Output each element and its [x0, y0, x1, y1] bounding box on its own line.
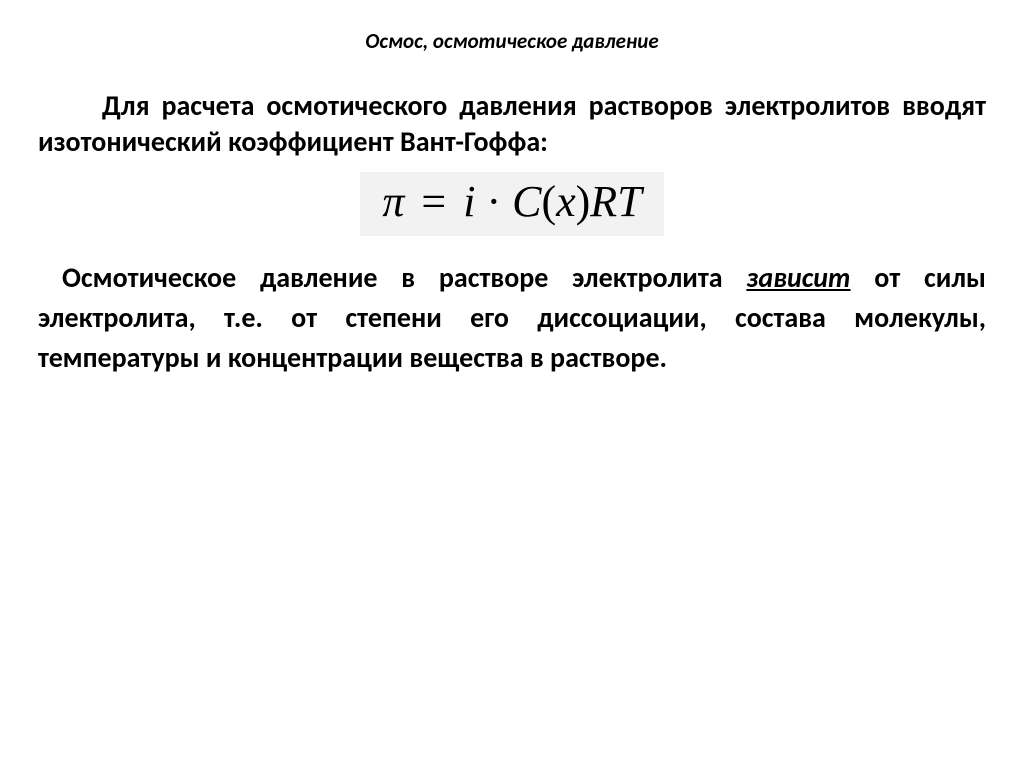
symbol-lparen: (	[541, 177, 556, 226]
formula-container: π = i · C(x)RT	[38, 172, 986, 236]
symbol-rparen: )	[576, 177, 591, 226]
symbol-R: R	[590, 177, 617, 226]
symbol-T: T	[617, 177, 641, 226]
symbol-pi: π	[382, 177, 404, 226]
symbol-C: C	[512, 177, 541, 226]
osmotic-pressure-formula: π = i · C(x)RT	[360, 172, 663, 236]
symbol-dot: ·	[486, 177, 501, 226]
para2-part-a: Осмотическое давление в растворе электро…	[62, 260, 746, 295]
slide-page: Осмос, осмотическое давление Для расчета…	[0, 0, 1024, 768]
intro-paragraph: Для расчета осмотического давления раств…	[38, 88, 986, 160]
symbol-i: i	[463, 177, 475, 226]
para2-depends-word: зависит	[746, 260, 850, 295]
symbol-equals: =	[415, 177, 452, 226]
symbol-x: x	[556, 177, 576, 226]
slide-title: Осмос, осмотическое давление	[38, 28, 986, 54]
dependency-paragraph: Осмотическое давление в растворе электро…	[38, 258, 986, 377]
